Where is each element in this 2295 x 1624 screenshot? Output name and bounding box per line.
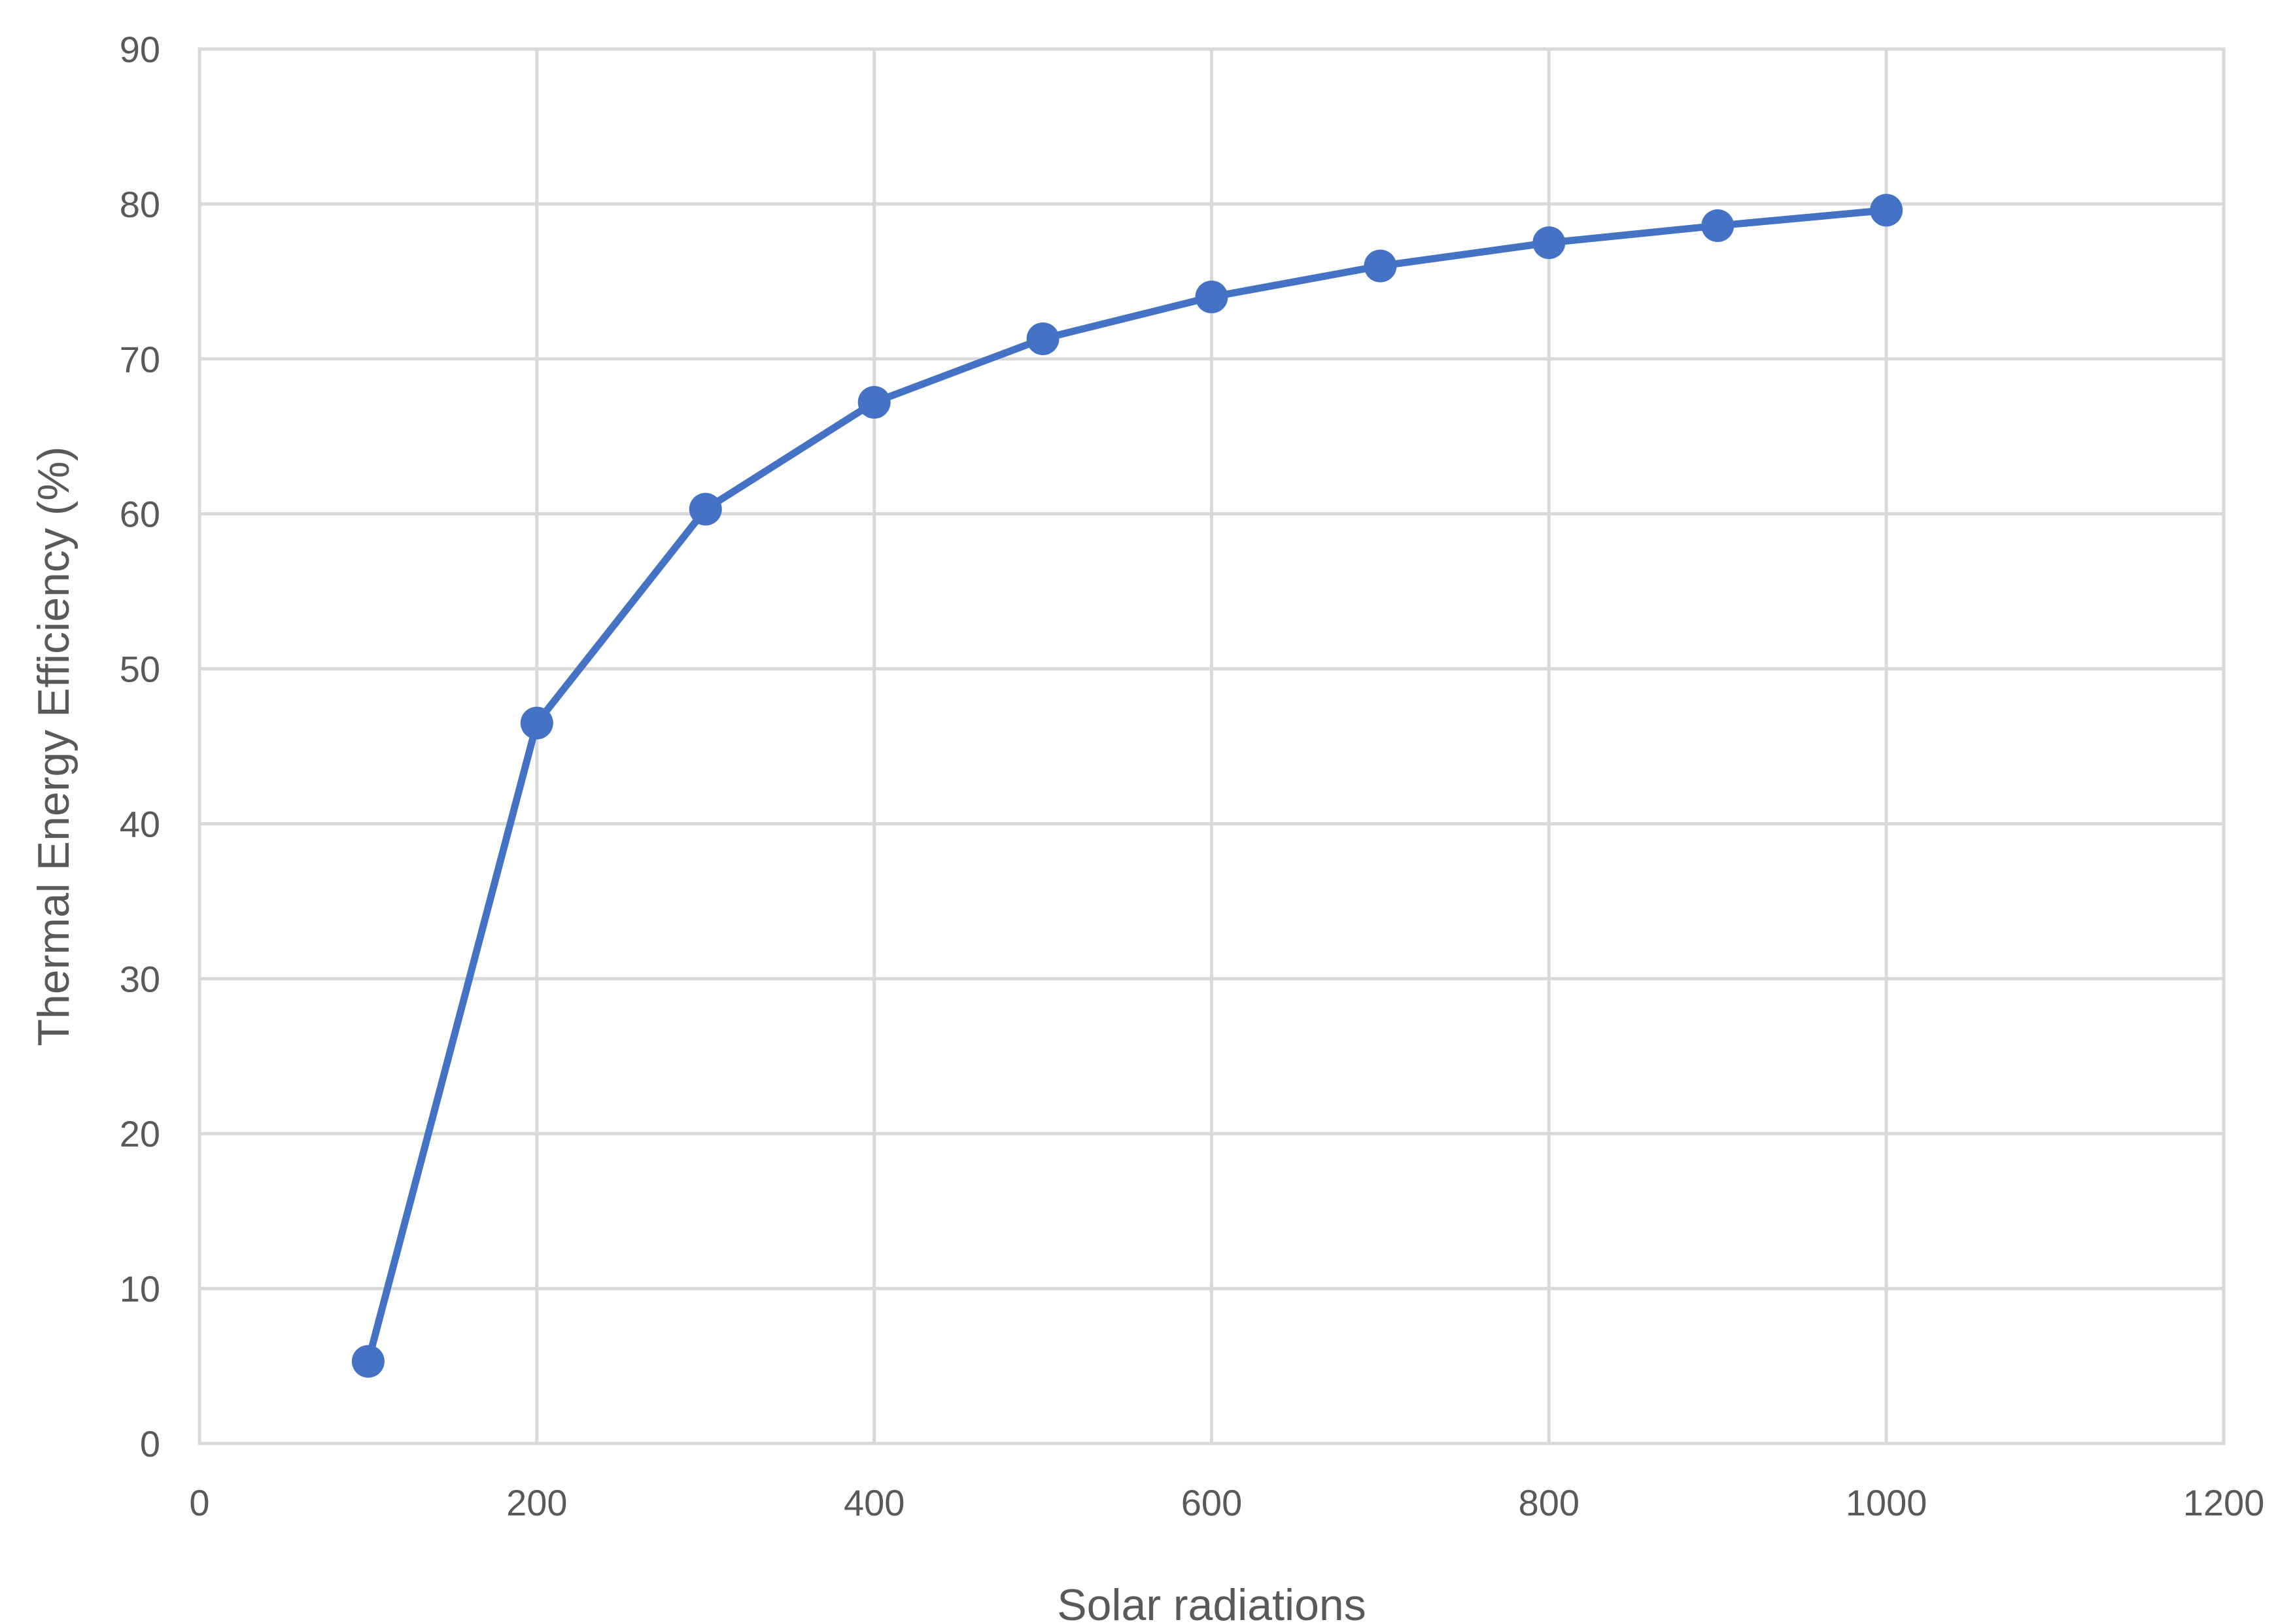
y-tick-label: 40 [120,803,160,844]
y-tick-label: 70 [120,339,160,380]
x-axis-title: Solar radiations [1057,1580,1366,1624]
y-tick-label: 10 [120,1268,160,1309]
y-tick-label: 50 [120,649,160,690]
data-point [520,706,553,740]
y-tick-label: 90 [120,29,160,70]
series-line [364,206,1890,1365]
series-layer [351,194,1903,1378]
tick-labels: 0 10 20 30 40 50 60 70 80 90 0 200 400 600 800 1000 1200 [120,29,2265,1523]
y-tick-label: 60 [120,494,160,535]
x-tick-label: 400 [844,1482,905,1523]
y-tick-label: 80 [120,184,160,225]
x-tick-label: 600 [1181,1482,1242,1523]
data-point [1026,322,1060,355]
data-point [1870,194,1903,227]
y-tick-label: 0 [140,1423,160,1464]
x-tick-label: 0 [189,1482,209,1523]
y-tick-label: 20 [120,1113,160,1154]
data-point [1195,281,1228,314]
plot-frame [198,47,2226,1445]
x-tick-label: 1200 [2183,1482,2265,1523]
data-point [1532,226,1566,260]
y-tick-label: 30 [120,958,160,999]
data-point [1364,249,1397,283]
x-tick-label: 200 [506,1482,567,1523]
x-tick-label: 1000 [1846,1482,1927,1523]
data-point [857,386,891,419]
data-point [689,492,722,526]
x-tick-label: 800 [1519,1482,1579,1523]
y-axis-title: Thermal Energy Efficiency (%) [29,446,78,1046]
grid-layer [198,47,2226,1445]
data-point [351,1345,385,1378]
data-point [1701,209,1734,243]
